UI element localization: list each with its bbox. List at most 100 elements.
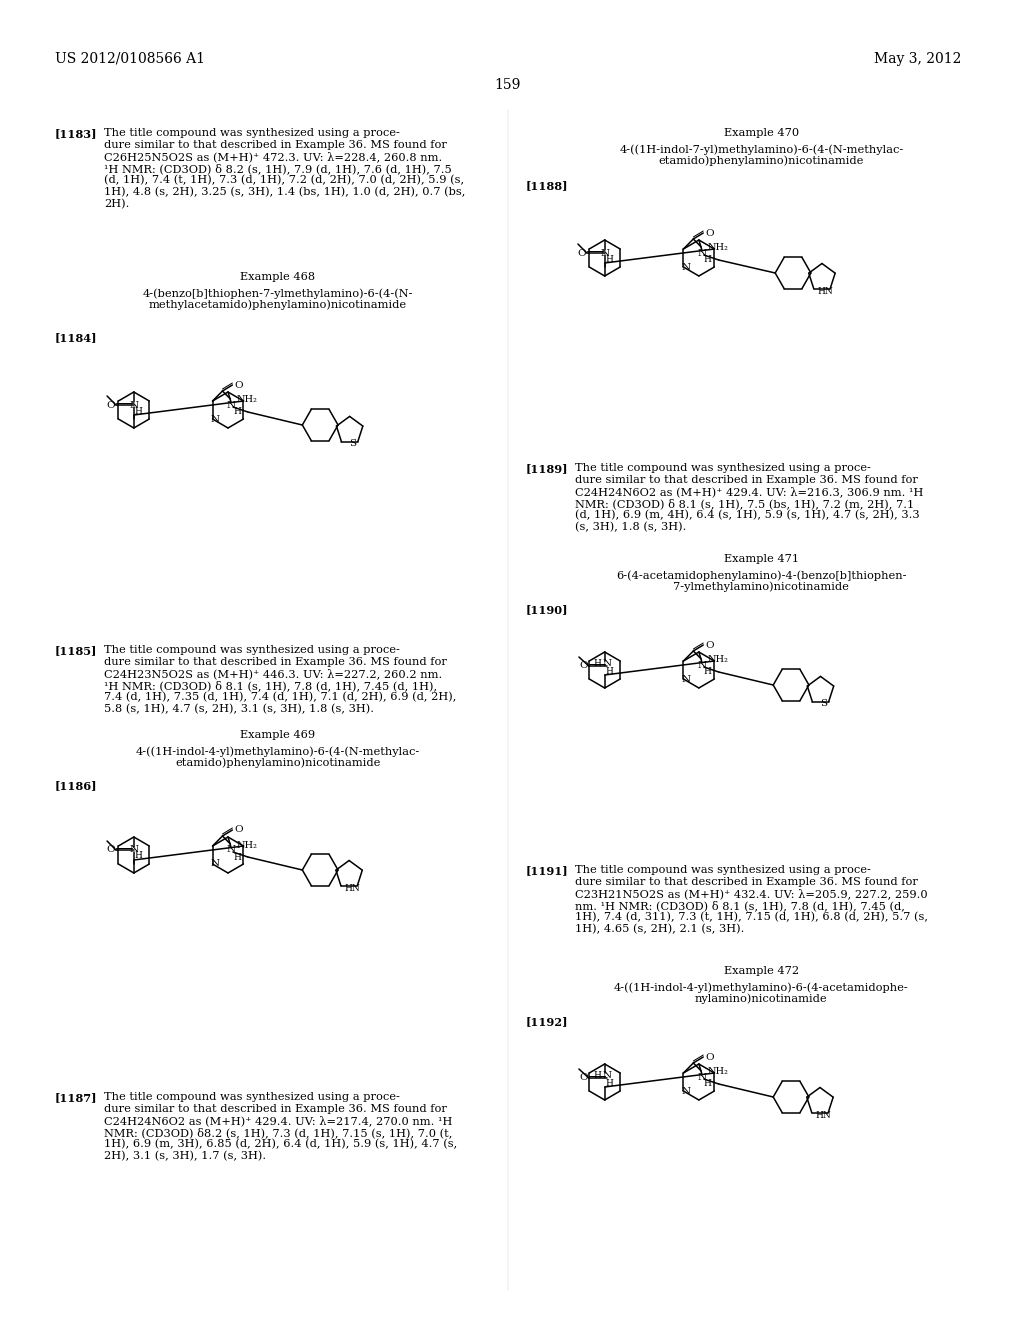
Text: O: O — [705, 1052, 714, 1061]
Text: NH₂: NH₂ — [237, 396, 257, 404]
Text: O: O — [106, 846, 116, 854]
Text: H: H — [606, 1078, 613, 1088]
Text: 4-(benzo[b]thiophen-7-ylmethylamino)-6-(4-(N-: 4-(benzo[b]thiophen-7-ylmethylamino)-6-(… — [142, 288, 413, 298]
Text: NMR: (CD3OD) δ 8.1 (s, 1H), 7.5 (bs, 1H), 7.2 (m, 2H), 7.1: NMR: (CD3OD) δ 8.1 (s, 1H), 7.5 (bs, 1H)… — [574, 499, 914, 510]
Text: [1186]: [1186] — [54, 780, 97, 791]
Text: (s, 3H), 1.8 (s, 3H).: (s, 3H), 1.8 (s, 3H). — [574, 521, 686, 532]
Text: May 3, 2012: May 3, 2012 — [874, 51, 962, 66]
Text: 6-(4-acetamidophenylamino)-4-(benzo[b]thiophen-: 6-(4-acetamidophenylamino)-4-(benzo[b]th… — [616, 570, 906, 581]
Text: N: N — [682, 1086, 691, 1096]
Text: US 2012/0108566 A1: US 2012/0108566 A1 — [54, 51, 205, 66]
Text: (d, 1H), 7.4 (t, 1H), 7.3 (d, 1H), 7.2 (d, 2H), 7.0 (d, 2H), 5.9 (s,: (d, 1H), 7.4 (t, 1H), 7.3 (d, 1H), 7.2 (… — [104, 176, 464, 186]
Text: [1185]: [1185] — [54, 645, 97, 656]
Text: C24H24N6O2 as (M+H)⁺ 429.4. UV: λ=216.3, 306.9 nm. ¹H: C24H24N6O2 as (M+H)⁺ 429.4. UV: λ=216.3,… — [574, 487, 924, 498]
Text: The title compound was synthesized using a proce-: The title compound was synthesized using… — [104, 128, 400, 139]
Text: HN: HN — [344, 884, 360, 894]
Text: NH₂: NH₂ — [237, 841, 257, 850]
Text: etamido)phenylamino)nicotinamide: etamido)phenylamino)nicotinamide — [175, 758, 380, 768]
Text: [1190]: [1190] — [525, 605, 568, 615]
Text: N: N — [602, 660, 611, 668]
Text: [1191]: [1191] — [525, 865, 568, 876]
Text: etamido)phenylamino)nicotinamide: etamido)phenylamino)nicotinamide — [658, 156, 864, 166]
Text: N: N — [211, 859, 220, 869]
Text: dure similar to that described in Example 36. MS found for: dure similar to that described in Exampl… — [104, 1104, 446, 1114]
Text: NH₂: NH₂ — [708, 1068, 728, 1077]
Text: [1187]: [1187] — [54, 1092, 97, 1104]
Text: 5.8 (s, 1H), 4.7 (s, 2H), 3.1 (s, 3H), 1.8 (s, 3H).: 5.8 (s, 1H), 4.7 (s, 2H), 3.1 (s, 3H), 1… — [104, 704, 374, 714]
Text: H: H — [233, 853, 241, 862]
Text: N: N — [226, 846, 236, 854]
Text: Example 472: Example 472 — [724, 966, 799, 975]
Text: N: N — [129, 846, 138, 854]
Text: S: S — [349, 438, 356, 447]
Text: [1189]: [1189] — [525, 463, 568, 474]
Text: H: H — [703, 668, 712, 676]
Text: nylamino)nicotinamide: nylamino)nicotinamide — [695, 994, 827, 1005]
Text: 7-ylmethylamino)nicotinamide: 7-ylmethylamino)nicotinamide — [674, 582, 849, 593]
Text: N: N — [697, 1072, 707, 1081]
Text: 7.4 (d, 1H), 7.35 (d, 1H), 7.4 (d, 1H), 7.1 (d, 2H), 6.9 (d, 2H),: 7.4 (d, 1H), 7.35 (d, 1H), 7.4 (d, 1H), … — [104, 692, 457, 702]
Text: HN: HN — [815, 1111, 830, 1119]
Text: dure similar to that described in Example 36. MS found for: dure similar to that described in Exampl… — [104, 657, 446, 667]
Text: NMR: (CD3OD) δ8.2 (s, 1H), 7.3 (d, 1H), 7.15 (s, 1H), 7.0 (t,: NMR: (CD3OD) δ8.2 (s, 1H), 7.3 (d, 1H), … — [104, 1127, 453, 1138]
Text: 4-((1H-indol-7-yl)methylamino)-6-(4-(N-methylac-: 4-((1H-indol-7-yl)methylamino)-6-(4-(N-m… — [620, 144, 903, 154]
Text: dure similar to that described in Example 36. MS found for: dure similar to that described in Exampl… — [574, 876, 918, 887]
Text: 1H), 4.8 (s, 2H), 3.25 (s, 3H), 1.4 (bs, 1H), 1.0 (d, 2H), 0.7 (bs,: 1H), 4.8 (s, 2H), 3.25 (s, 3H), 1.4 (bs,… — [104, 187, 466, 198]
Text: H: H — [594, 1072, 602, 1081]
Text: HN: HN — [817, 286, 833, 296]
Text: The title compound was synthesized using a proce-: The title compound was synthesized using… — [574, 463, 870, 473]
Text: Example 471: Example 471 — [724, 554, 799, 564]
Text: methylacetamido)phenylamino)nicotinamide: methylacetamido)phenylamino)nicotinamide — [148, 300, 407, 310]
Text: H: H — [594, 660, 602, 668]
Text: C24H23N5O2S as (M+H)⁺ 446.3. UV: λ=227.2, 260.2 nm.: C24H23N5O2S as (M+H)⁺ 446.3. UV: λ=227.2… — [104, 669, 442, 680]
Text: The title compound was synthesized using a proce-: The title compound was synthesized using… — [574, 865, 870, 875]
Text: H: H — [606, 667, 613, 676]
Text: O: O — [578, 248, 586, 257]
Text: N: N — [226, 400, 236, 409]
Text: 1H), 7.4 (d, 311), 7.3 (t, 1H), 7.15 (d, 1H), 6.8 (d, 2H), 5.7 (s,: 1H), 7.4 (d, 311), 7.3 (t, 1H), 7.15 (d,… — [574, 912, 928, 923]
Text: 2H).: 2H). — [104, 199, 129, 209]
Text: N: N — [600, 248, 609, 257]
Text: Example 469: Example 469 — [240, 730, 315, 741]
Text: 4-((1H-indol-4-yl)methylamino)-6-(4-(N-methylac-: 4-((1H-indol-4-yl)methylamino)-6-(4-(N-m… — [135, 746, 420, 756]
Text: N: N — [129, 400, 138, 409]
Text: The title compound was synthesized using a proce-: The title compound was synthesized using… — [104, 1092, 400, 1102]
Text: H: H — [135, 407, 142, 416]
Text: O: O — [106, 400, 116, 409]
Text: N: N — [697, 660, 707, 669]
Text: O: O — [234, 825, 243, 834]
Text: H: H — [606, 255, 613, 264]
Text: Example 468: Example 468 — [240, 272, 315, 282]
Text: 1H), 6.9 (m, 3H), 6.85 (d, 2H), 6.4 (d, 1H), 5.9 (s, 1H), 4.7 (s,: 1H), 6.9 (m, 3H), 6.85 (d, 2H), 6.4 (d, … — [104, 1139, 458, 1150]
Text: O: O — [705, 228, 714, 238]
Text: N: N — [682, 675, 691, 684]
Text: dure similar to that described in Example 36. MS found for: dure similar to that described in Exampl… — [104, 140, 446, 149]
Text: [1188]: [1188] — [525, 180, 568, 191]
Text: 1H), 4.65 (s, 2H), 2.1 (s, 3H).: 1H), 4.65 (s, 2H), 2.1 (s, 3H). — [574, 924, 744, 935]
Text: NH₂: NH₂ — [708, 243, 728, 252]
Text: O: O — [234, 380, 243, 389]
Text: The title compound was synthesized using a proce-: The title compound was synthesized using… — [104, 645, 400, 655]
Text: N: N — [602, 1072, 611, 1081]
Text: nm. ¹H NMR: (CD3OD) δ 8.1 (s, 1H), 7.8 (d, 1H), 7.45 (d,: nm. ¹H NMR: (CD3OD) δ 8.1 (s, 1H), 7.8 (… — [574, 900, 905, 911]
Text: O: O — [580, 1073, 588, 1082]
Text: N: N — [211, 414, 220, 424]
Text: O: O — [580, 661, 588, 671]
Text: (d, 1H), 6.9 (m, 4H), 6.4 (s, 1H), 5.9 (s, 1H), 4.7 (s, 2H), 3.3: (d, 1H), 6.9 (m, 4H), 6.4 (s, 1H), 5.9 (… — [574, 511, 920, 520]
Text: [1192]: [1192] — [525, 1016, 568, 1027]
Text: C26H25N5O2S as (M+H)⁺ 472.3. UV: λ=228.4, 260.8 nm.: C26H25N5O2S as (M+H)⁺ 472.3. UV: λ=228.4… — [104, 152, 442, 162]
Text: H: H — [703, 1080, 712, 1089]
Text: NH₂: NH₂ — [708, 656, 728, 664]
Text: O: O — [705, 640, 714, 649]
Text: Example 470: Example 470 — [724, 128, 799, 139]
Text: ¹H NMR: (CD3OD) δ 8.1 (s, 1H), 7.8 (d, 1H), 7.45 (d, 1H),: ¹H NMR: (CD3OD) δ 8.1 (s, 1H), 7.8 (d, 1… — [104, 680, 437, 692]
Text: [1184]: [1184] — [54, 333, 97, 343]
Text: 159: 159 — [495, 78, 521, 92]
Text: 4-((1H-indol-4-yl)methylamino)-6-(4-acetamidophe-: 4-((1H-indol-4-yl)methylamino)-6-(4-acet… — [614, 982, 908, 993]
Text: H: H — [233, 408, 241, 417]
Text: S: S — [820, 698, 827, 708]
Text: C23H21N5O2S as (M+H)⁺ 432.4. UV: λ=205.9, 227.2, 259.0: C23H21N5O2S as (M+H)⁺ 432.4. UV: λ=205.9… — [574, 888, 928, 899]
Text: N: N — [682, 263, 691, 272]
Text: ¹H NMR: (CD3OD) δ 8.2 (s, 1H), 7.9 (d, 1H), 7.6 (d, 1H), 7.5: ¹H NMR: (CD3OD) δ 8.2 (s, 1H), 7.9 (d, 1… — [104, 164, 452, 174]
Text: 2H), 3.1 (s, 3H), 1.7 (s, 3H).: 2H), 3.1 (s, 3H), 1.7 (s, 3H). — [104, 1151, 266, 1162]
